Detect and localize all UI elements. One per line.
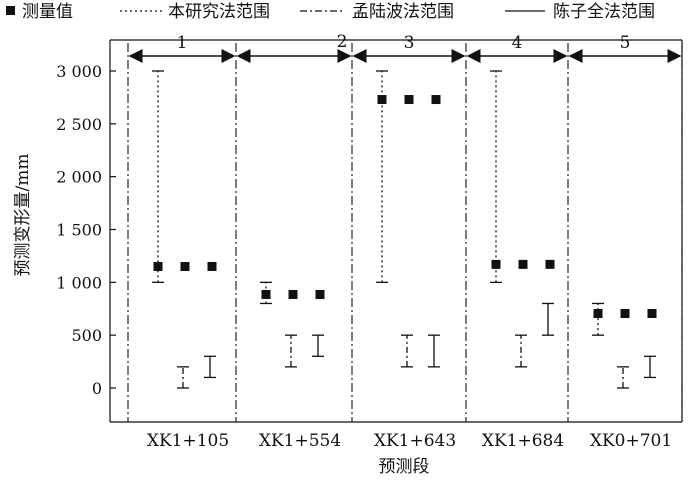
segment-label-1: 1	[177, 33, 188, 53]
measured-point	[647, 309, 657, 319]
measured-point	[545, 259, 555, 269]
legend-marker-measured	[6, 6, 15, 15]
segment-label-4: 4	[512, 33, 523, 53]
measured-point	[491, 259, 501, 269]
y-tick-label: 2 500	[56, 115, 102, 134]
measured-point	[315, 289, 325, 299]
measured-point	[593, 309, 603, 319]
legend-label-dotted: 本研究法范围	[168, 2, 270, 22]
y-tick-label: 2 000	[56, 168, 102, 187]
plot-area: 0 500 1 000 1 500 2 000 2 500 3 000 1 2 3 4 5 XK1+10…	[56, 32, 683, 451]
measured-point	[518, 259, 528, 269]
measured-point	[288, 289, 298, 299]
measured-point	[431, 95, 441, 105]
legend-label-dashdot: 孟陆波法范围	[352, 2, 454, 22]
segment-label-2: 2	[337, 32, 348, 52]
measured-point	[180, 261, 190, 271]
x-tick-label: XK1+554	[259, 431, 341, 451]
measured-point	[620, 309, 630, 319]
x-tick-label: XK1+684	[482, 431, 564, 451]
x-tick-label: XK1+643	[374, 431, 456, 451]
measured-point	[404, 95, 414, 105]
legend: 测量值 本研究法范围 孟陆波法范围 陈子全法范围	[6, 2, 655, 22]
segment-label-3: 3	[404, 33, 415, 53]
legend-label-solid: 陈子全法范围	[553, 2, 655, 22]
y-tick-label: 1 500	[56, 221, 102, 240]
measured-point	[207, 261, 217, 271]
legend-label-measured: 测量值	[22, 2, 73, 22]
measured-point	[153, 261, 163, 271]
y-tick-label: 3 000	[56, 62, 102, 81]
x-tick-label: XK1+105	[147, 431, 229, 451]
x-axis-title: 预测段	[379, 457, 430, 477]
x-tick-label: XK0+701	[590, 431, 672, 451]
measured-point	[377, 95, 387, 105]
measured-point	[261, 289, 271, 299]
y-tick-label: 1 000	[56, 273, 102, 292]
y-tick-label: 0	[92, 379, 102, 398]
segment-label-5: 5	[620, 33, 631, 53]
y-axis-title: 预测变形量/mm	[13, 154, 33, 277]
y-tick-label: 500	[71, 326, 102, 345]
